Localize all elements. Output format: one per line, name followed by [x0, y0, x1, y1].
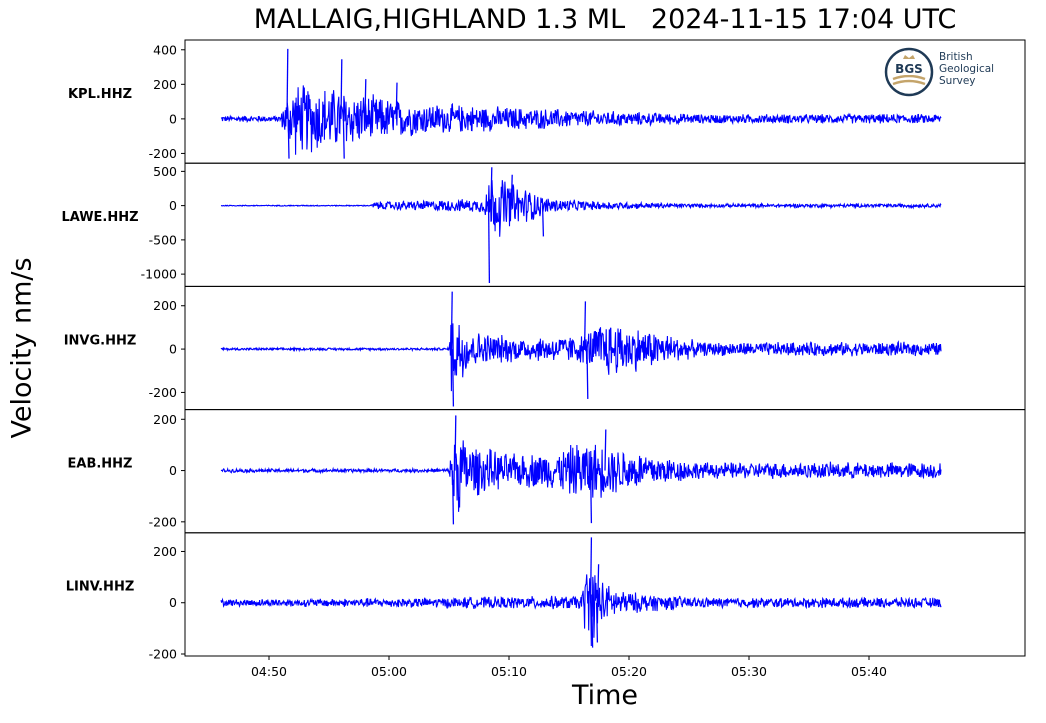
y-tick-label: 0	[169, 342, 177, 357]
y-tick-label: 200	[153, 77, 177, 92]
station-label: LINV.HHZ	[66, 580, 135, 595]
station-label: EAB.HHZ	[68, 457, 133, 472]
y-tick-label: 0	[169, 198, 177, 213]
x-tick-label: 05:20	[611, 664, 647, 679]
logo-line-3: Survey	[939, 75, 976, 87]
station-label: INVG.HHZ	[64, 333, 137, 348]
waveform-trace	[220, 440, 942, 512]
y-tick-label: -200	[149, 514, 177, 529]
waveform-peak	[510, 174, 513, 206]
waveform-peak	[586, 349, 589, 399]
x-tick-label: 05:00	[371, 664, 407, 679]
y-tick-label: 200	[153, 412, 177, 427]
y-tick-label: 0	[169, 463, 177, 478]
waveform-trace	[220, 574, 942, 647]
y-tick-label: -200	[149, 385, 177, 400]
waveform-peak	[451, 349, 455, 407]
waveform-peak	[487, 205, 491, 284]
station-label: KPL.HHZ	[68, 87, 132, 102]
y-tick-label: 400	[153, 42, 177, 57]
x-tick-label: 04:50	[251, 664, 287, 679]
y-tick-label: -1000	[141, 267, 177, 282]
panel-eab-hhz: 200 0 -200 EAB.HHZ	[68, 409, 1026, 534]
waveform-peak	[340, 59, 343, 119]
y-tick-label: 200	[153, 544, 177, 559]
waveform-peak	[451, 470, 455, 525]
logo-line-2: Geological	[939, 63, 995, 75]
x-tick-label: 05:30	[731, 664, 767, 679]
waveform-peak	[454, 415, 457, 471]
bgs-seal-icon: BGS	[884, 47, 934, 97]
waveform-peak	[604, 429, 607, 471]
panel-kpl-hhz: 400 200 0 -200 KPL.HHZ	[68, 39, 1026, 164]
x-tick-label: 05:40	[851, 664, 887, 679]
bgs-logo: BGS British Geological Survey	[883, 45, 1013, 99]
chart-title: MALLAIG,HIGHLAND 1.3 ML 2024-11-15 17:04…	[253, 4, 957, 35]
waveform-peak	[597, 564, 600, 603]
x-axis-label: Time	[571, 680, 639, 711]
waveform-trace	[220, 85, 942, 155]
waveform-peak	[395, 82, 398, 119]
waveform-peak	[591, 602, 594, 648]
logo-abbrev: BGS	[895, 62, 923, 76]
panel-invg-hhz: 200 0 -200 INVG.HHZ	[64, 285, 1026, 411]
panel-frame	[184, 532, 1026, 657]
y-tick-label: -500	[149, 232, 177, 247]
waveform-peak	[364, 79, 367, 119]
station-label: LAWE.HHZ	[61, 210, 138, 225]
waveform-peak	[595, 602, 599, 643]
waveform-trace	[220, 180, 942, 237]
logo-name: British Geological Survey	[939, 51, 994, 87]
waveform-peak	[583, 301, 587, 350]
x-tick-label: 05:10	[491, 664, 527, 679]
waveform-peak	[450, 291, 453, 350]
y-tick-label: 200	[153, 298, 177, 313]
y-tick-label: -200	[149, 647, 177, 662]
panel-frame	[184, 162, 1026, 287]
waveform-peak	[490, 167, 493, 206]
waveform-trace	[220, 323, 942, 392]
panel-lawe-hhz: 500 0 -500 -1000 LAWE.HHZ	[61, 162, 1026, 287]
waveform-peak	[541, 205, 545, 237]
panel-linv-hhz: 200 0 -200 LINV.HHZ	[66, 532, 1026, 662]
y-tick-label: 500	[153, 164, 177, 179]
x-axis: 04:50 05:00 05:10 05:20 05:30 05:40	[251, 656, 887, 679]
waveform-peak	[286, 48, 289, 119]
logo-line-1: British	[939, 51, 973, 63]
y-tick-label: 0	[169, 595, 177, 610]
y-tick-label: 0	[169, 111, 177, 126]
waveform-peak	[589, 470, 593, 524]
waveform-peak	[342, 118, 345, 159]
waveform-peak	[287, 118, 290, 159]
y-tick-label: -200	[149, 146, 177, 161]
waveform-peak	[589, 537, 593, 603]
